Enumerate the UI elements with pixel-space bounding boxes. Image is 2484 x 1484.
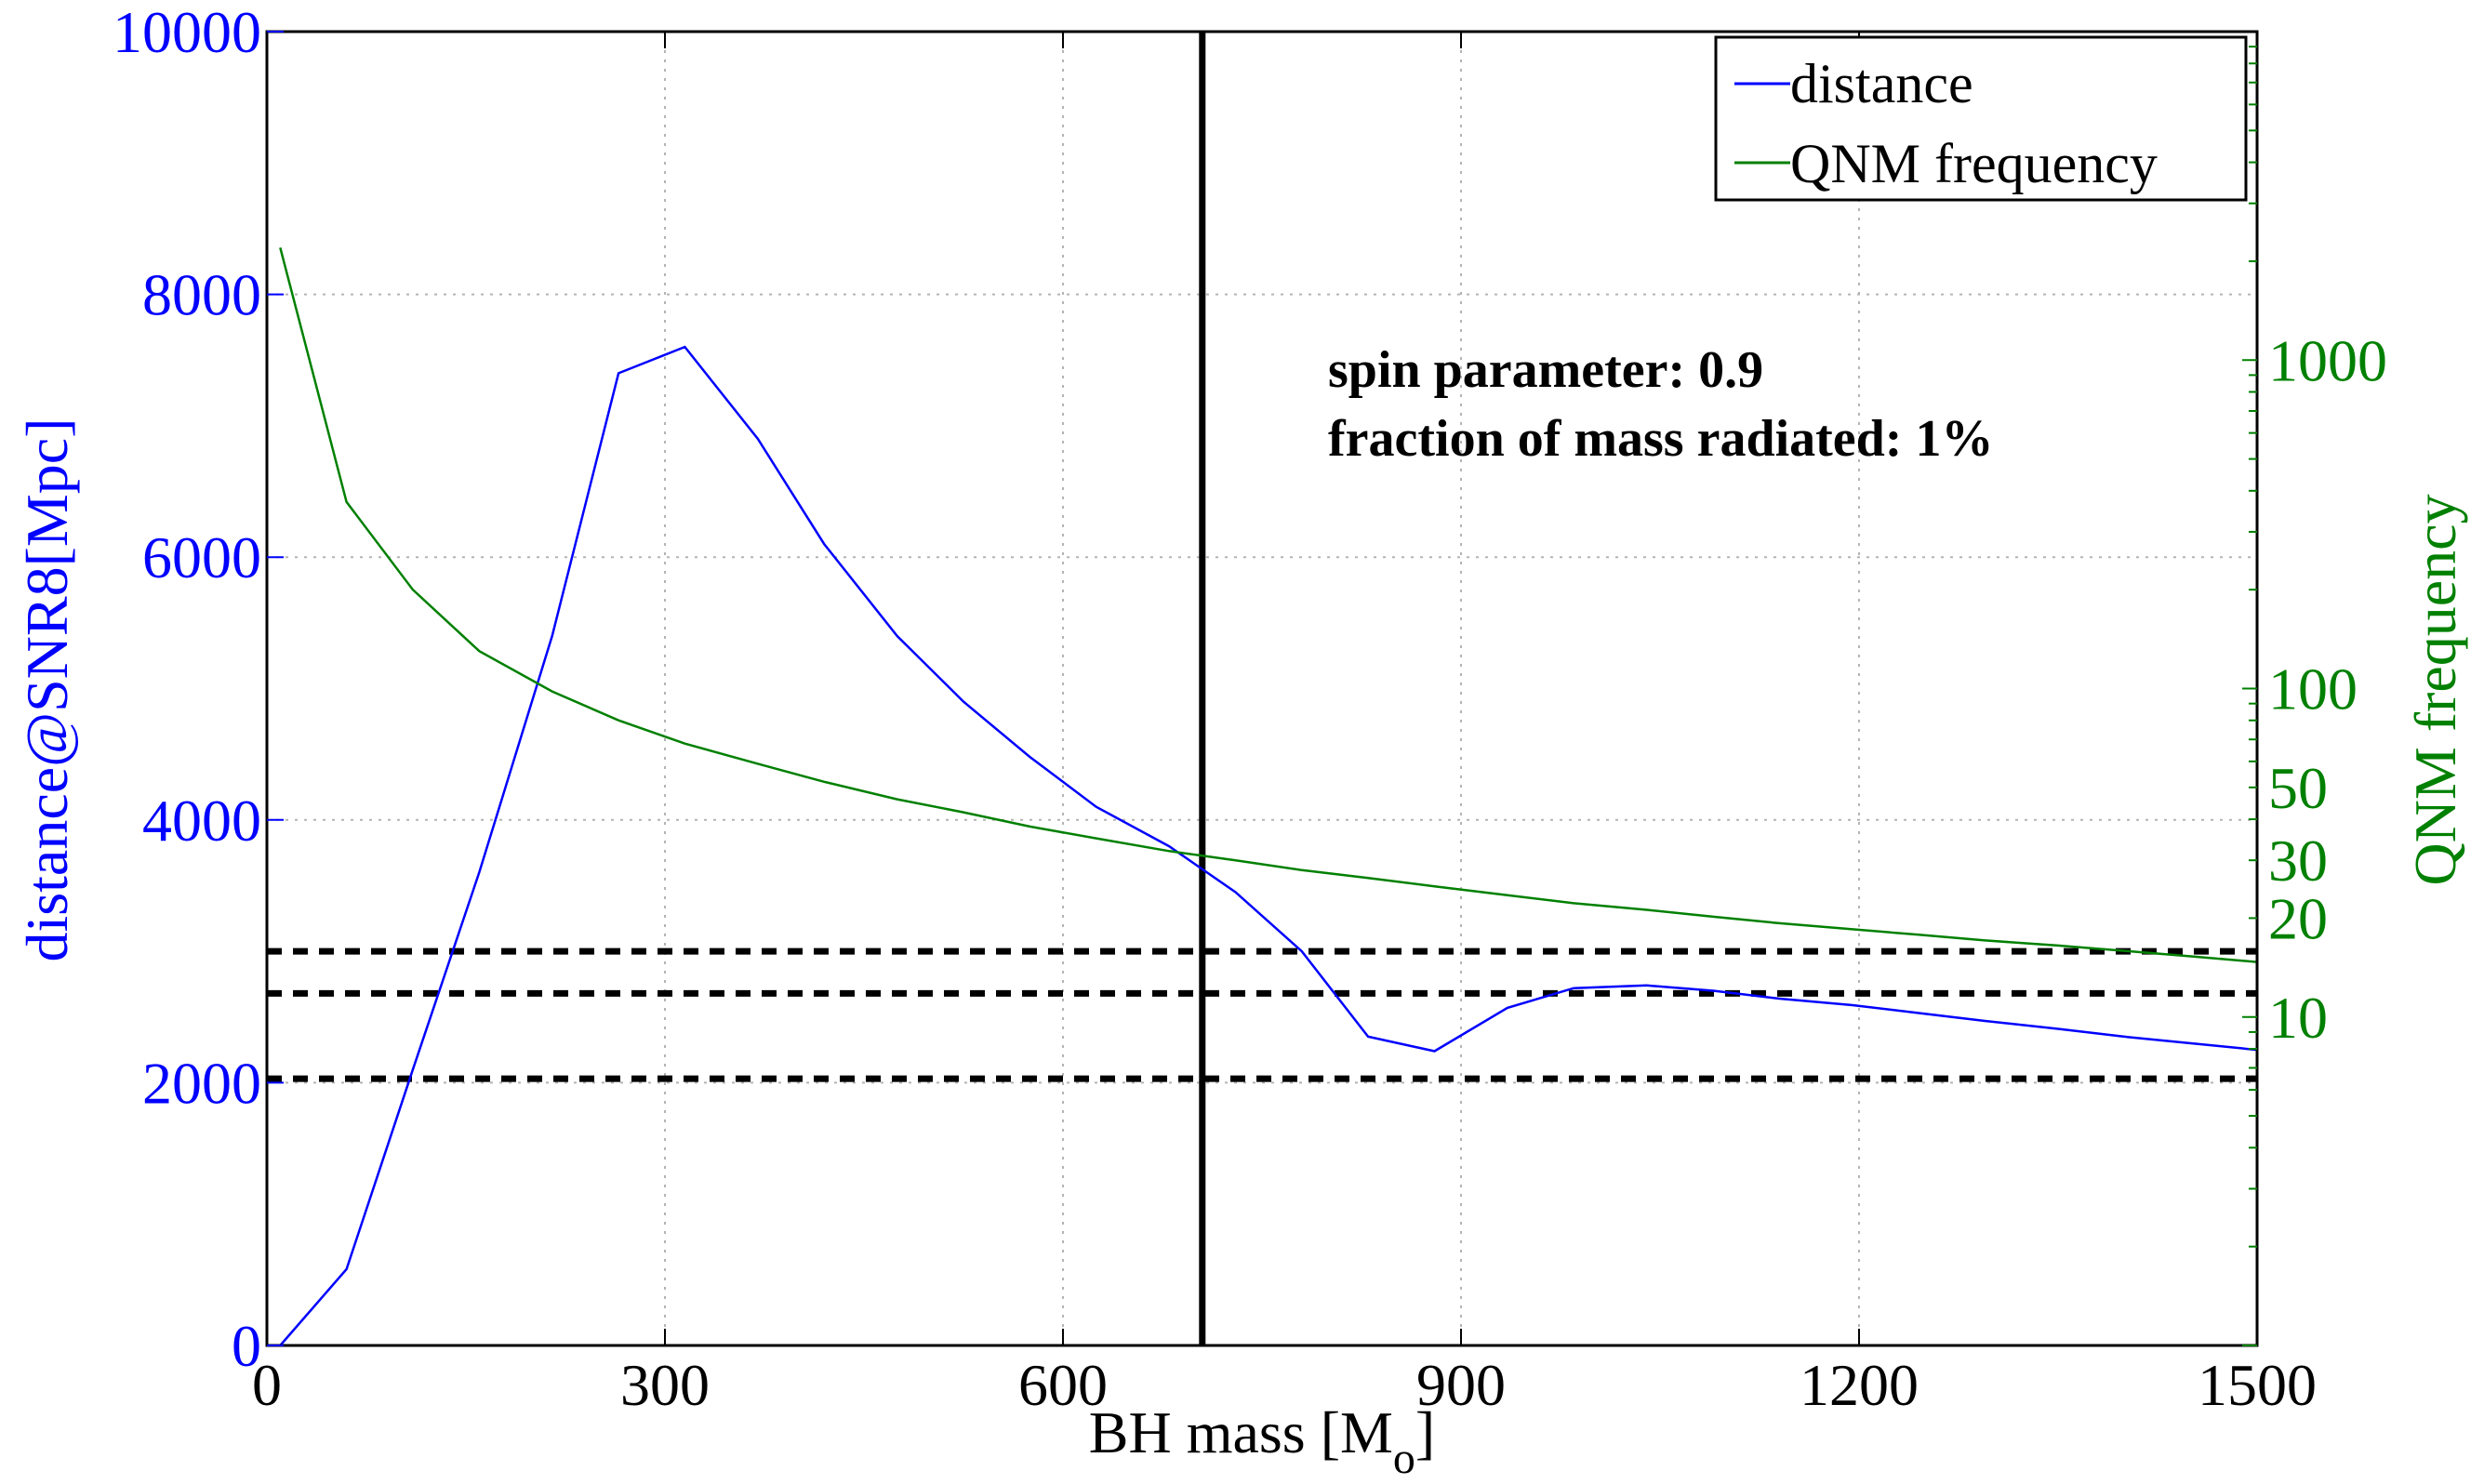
annotation-fraction: fraction of mass radiated: 1% [1328,410,1993,468]
distance-line [279,345,2258,1346]
x-axis-title: BH mass [Mo] [1089,1399,1435,1483]
y-left-tick-label: 0 [232,1313,261,1379]
y-right-tick-label: 10 [2268,985,2328,1051]
x-tick-label: 1200 [1800,1352,1919,1418]
plot-frame [265,30,2259,1347]
right-y-axis-title: QNM frequency [2402,494,2468,885]
legend-box [1714,35,2248,202]
x-axis-title-main: BH mass [M [1089,1399,1393,1465]
qnm-frequency-line [279,246,2258,963]
legend-label-distance: distance [1790,53,1973,114]
annotation-spin: spin parameter: 0.9 [1328,341,1763,399]
y-right-tick-label: 20 [2268,885,2328,951]
y-right-tick-label: 30 [2268,828,2328,894]
grid-lines [267,32,2257,1345]
reference-lines [267,32,2257,1345]
tick-labels: 0 300 600 900 1200 1500 0 2000 4000 6000 8000 10000… [113,0,2387,1418]
y-left-tick-label: 10000 [113,0,261,65]
x-tick-label: 600 [1018,1352,1108,1418]
x-tick-label: 900 [1416,1352,1506,1418]
left-y-axis-title: distance@SNR8[Mpc] [14,417,80,961]
y-left-tick-label: 4000 [142,788,261,854]
y-right-tick-label: 100 [2268,656,2358,722]
x-axis-title-suffix: ] [1415,1399,1435,1465]
x-tick-label: 1500 [2198,1352,2317,1418]
legend: distance QNM frequency [1714,35,2248,202]
legend-label-qnm: QNM frequency [1790,133,2158,194]
y-right-tick-label: 50 [2268,755,2328,821]
y-right-tick-label: 1000 [2268,327,2387,393]
y-left-tick-label: 2000 [142,1050,261,1116]
axis-ticks [266,31,2258,1346]
y-left-tick-label: 8000 [142,262,261,328]
x-axis-title-sub: o [1393,1434,1415,1483]
series-lines [279,246,2258,1346]
y-left-tick-label: 6000 [142,524,261,590]
x-tick-label: 0 [252,1352,282,1418]
x-tick-label: 300 [620,1352,710,1418]
